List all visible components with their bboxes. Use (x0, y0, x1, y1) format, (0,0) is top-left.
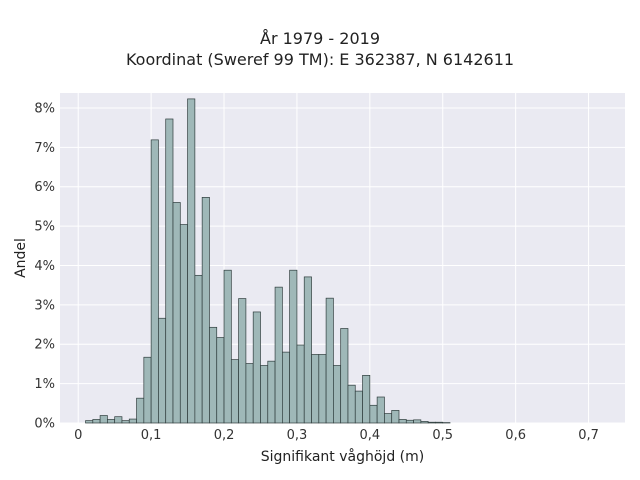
histogram-bar (267, 360, 276, 424)
y-tick-label: 3% (34, 298, 55, 313)
x-tick-label: 0,2 (214, 428, 235, 443)
chart-subtitle: Koordinat (Sweref 99 TM): E 362387, N 61… (125, 50, 515, 69)
histogram-bar (333, 365, 342, 424)
histogram-bar (209, 326, 218, 424)
histogram-bar (413, 419, 422, 424)
y-axis-ticks: 0% 1% 2% 3% 4% 5% 6% 7% 8% (34, 101, 55, 431)
histogram-bar (99, 415, 108, 424)
histogram-bar (362, 375, 371, 424)
histogram-bar (245, 363, 254, 424)
y-tick-label: 4% (34, 259, 55, 274)
histogram-bar (92, 419, 101, 424)
histogram-bar (398, 419, 407, 424)
histogram-bar (405, 419, 414, 424)
histogram-bar (354, 390, 363, 424)
histogram-bar (128, 418, 137, 424)
histogram-bar (376, 396, 385, 424)
histogram-bar (187, 98, 196, 424)
histogram-bar (107, 419, 116, 424)
histogram-bar (223, 269, 232, 424)
histogram-bar (340, 328, 349, 424)
histogram-bar (435, 421, 444, 424)
histogram-bar (384, 413, 393, 424)
y-tick-label: 6% (34, 180, 55, 195)
y-tick-label: 2% (34, 338, 55, 353)
histogram-bar (427, 421, 436, 424)
histogram-bar (165, 118, 174, 424)
y-tick-label: 8% (34, 101, 55, 116)
histogram-bar (282, 351, 290, 424)
histogram-bar (230, 359, 239, 424)
y-tick-label: 0% (34, 417, 55, 432)
x-tick-label: 0,5 (432, 428, 453, 443)
histogram-bar (238, 298, 247, 424)
histogram-bar (158, 317, 167, 424)
bars (85, 98, 451, 424)
histogram-bar (318, 354, 327, 424)
histogram-bar (143, 356, 152, 424)
histogram-bar (260, 365, 269, 424)
histogram-bar (347, 384, 356, 424)
histogram-bar (325, 297, 334, 424)
histogram-bar (121, 420, 130, 424)
y-tick-label: 5% (34, 220, 55, 235)
chart-title: År 1979 - 2019 (260, 29, 380, 48)
histogram-bar (252, 311, 261, 424)
histogram-bar (420, 421, 429, 424)
histogram-bar (114, 416, 123, 424)
histogram-bar (136, 397, 145, 424)
x-tick-label: 0,1 (141, 428, 162, 443)
x-tick-label: 0,6 (505, 428, 526, 443)
x-tick-label: 0,7 (578, 428, 599, 443)
histogram-bar (194, 274, 203, 424)
histogram-bar (201, 197, 210, 424)
x-tick-label: 0,3 (287, 428, 308, 443)
histogram-bar (150, 139, 159, 424)
histogram-bar (303, 276, 312, 424)
y-axis-label: Andel (13, 238, 29, 278)
histogram-bar (274, 286, 283, 424)
x-axis-label: Signifikant våghöjd (m) (261, 448, 424, 465)
x-tick-label: 0,4 (359, 428, 380, 443)
histogram-bar (216, 337, 225, 424)
histogram-bar (179, 224, 188, 424)
x-axis-ticks: 0 0,1 0,2 0,3 0,4 0,5 0,6 0,7 (74, 428, 599, 443)
histogram-bar (311, 354, 320, 424)
histogram-bar (369, 404, 378, 424)
y-tick-label: 7% (34, 141, 55, 156)
histogram-bar (289, 269, 298, 424)
y-tick-label: 1% (34, 377, 55, 392)
x-tick-label: 0 (74, 428, 82, 443)
histogram-bar (85, 420, 94, 424)
histogram-bar (391, 410, 400, 424)
histogram-bar (172, 202, 181, 424)
histogram-bar (296, 344, 305, 424)
